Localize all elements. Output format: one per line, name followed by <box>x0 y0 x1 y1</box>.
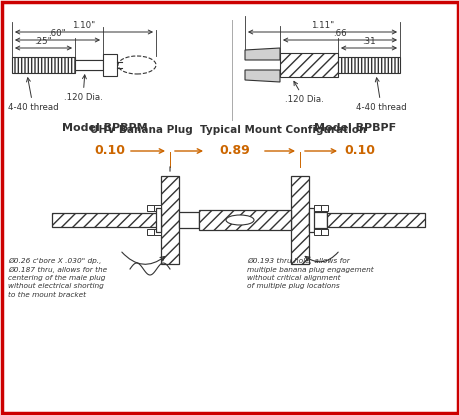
Bar <box>313 205 320 211</box>
Polygon shape <box>245 70 280 82</box>
Bar <box>337 57 399 73</box>
Bar <box>320 229 327 235</box>
Text: .66: .66 <box>332 29 346 38</box>
Bar <box>154 229 161 235</box>
Text: Ø0.193 thru hole, allows for
multiple banana plug engagement
without critical al: Ø0.193 thru hole, allows for multiple ba… <box>246 258 373 289</box>
Bar <box>156 208 161 232</box>
Text: UHV Banana Plug  Typical Mount Configuration: UHV Banana Plug Typical Mount Configurat… <box>90 125 365 135</box>
Text: 0.10: 0.10 <box>344 144 375 158</box>
Polygon shape <box>245 48 280 60</box>
Bar <box>75 60 103 70</box>
Bar <box>161 176 179 264</box>
Text: 1.10": 1.10" <box>72 21 95 30</box>
Bar <box>75 60 103 70</box>
Text: 0.10: 0.10 <box>94 144 125 158</box>
Bar <box>291 176 308 264</box>
Bar <box>12 57 75 73</box>
Bar <box>313 229 320 235</box>
Text: .25": .25" <box>34 37 52 46</box>
Bar <box>154 205 161 211</box>
Ellipse shape <box>118 56 156 74</box>
Text: 4-40 thread: 4-40 thread <box>355 78 406 112</box>
Text: .120 Dia.: .120 Dia. <box>63 75 102 102</box>
Text: 4-40 thread: 4-40 thread <box>8 78 58 112</box>
Bar <box>308 212 326 228</box>
Bar <box>103 54 117 76</box>
Bar <box>147 229 154 235</box>
Bar <box>199 210 291 230</box>
Text: 1.11": 1.11" <box>310 21 333 30</box>
Text: 0.89: 0.89 <box>219 144 250 158</box>
Bar <box>147 205 154 211</box>
Bar <box>320 205 327 211</box>
Bar <box>179 212 199 228</box>
Bar <box>326 213 424 227</box>
Text: Model BPBPM: Model BPBPM <box>62 123 147 133</box>
Text: Ø0.26 c'bore X .030" dp.,
Ø0.187 thru, allows for the
centering of the male plug: Ø0.26 c'bore X .030" dp., Ø0.187 thru, a… <box>8 258 107 298</box>
Text: .120 Dia.: .120 Dia. <box>285 81 323 104</box>
Text: .31: .31 <box>361 37 375 46</box>
Ellipse shape <box>225 215 253 225</box>
Bar <box>52 213 159 227</box>
Bar <box>308 208 313 232</box>
Text: Model BPBPF: Model BPBPF <box>313 123 395 133</box>
Text: .60": .60" <box>49 29 66 38</box>
Bar <box>280 53 337 77</box>
